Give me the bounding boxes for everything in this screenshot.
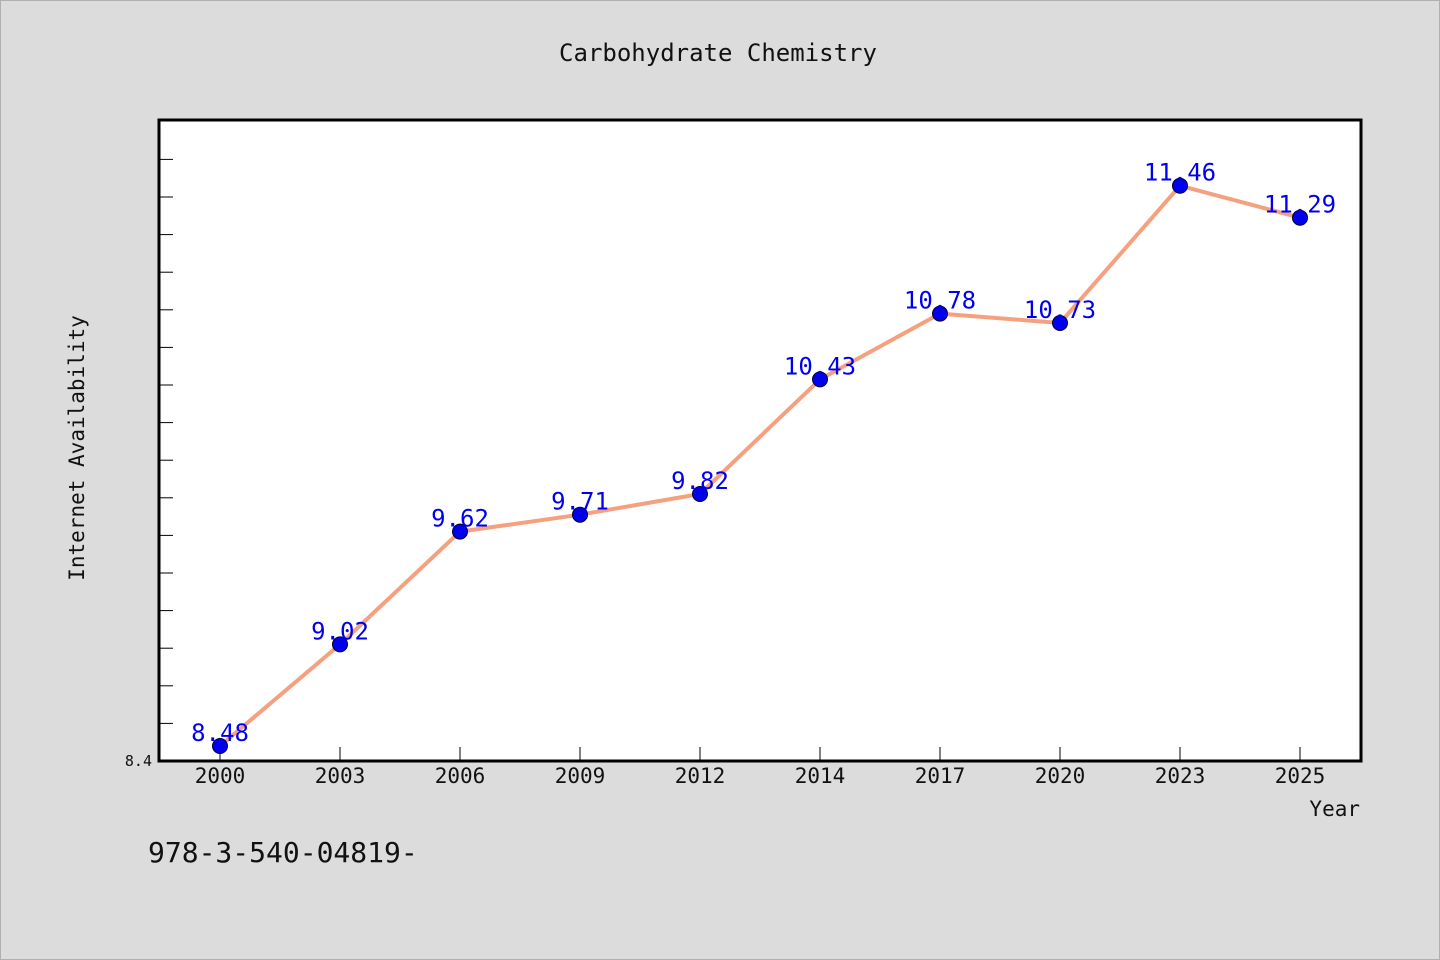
x-tick-label: 2009 — [555, 764, 606, 788]
y-axis-label: Internet Availability — [65, 315, 89, 581]
data-point — [332, 636, 348, 653]
data-label: 10.73 — [1024, 296, 1096, 324]
x-tick-label: 2020 — [1035, 764, 1086, 788]
data-point — [812, 371, 828, 388]
chart-title: Carbohydrate Chemistry — [559, 39, 877, 67]
data-label: 10.43 — [784, 352, 856, 380]
data-point — [452, 523, 468, 540]
plot-area — [159, 120, 1361, 761]
x-tick-label: 2003 — [315, 764, 366, 788]
x-tick-label: 2014 — [795, 764, 846, 788]
data-point — [1052, 315, 1068, 331]
data-label: 8.48 — [191, 719, 249, 747]
footer-code: 978-3-540-04819- — [148, 836, 418, 869]
x-tick-label: 2000 — [195, 764, 246, 788]
x-tick-label: 2025 — [1275, 764, 1326, 788]
x-tick-label: 2006 — [435, 764, 486, 788]
data-point — [1172, 177, 1188, 194]
data-label: 11.29 — [1264, 191, 1336, 219]
x-axis-label: Year — [1309, 797, 1360, 821]
data-label: 9.62 — [431, 505, 489, 533]
data-labels: 8.48 9.02 9.62 9.71 9.82 10.43 10.78 10.73 11.46… — [191, 159, 1336, 747]
x-axis-tick-labels: 2000 2003 2006 2009 2012 2014 2017 2020 2023 2025 — [195, 764, 1326, 788]
data-point — [692, 486, 708, 502]
data-label: 9.82 — [671, 467, 729, 495]
data-point — [1292, 209, 1308, 226]
series-line — [218, 183, 1301, 748]
y-tick-label: 8.4 — [125, 752, 152, 770]
data-label: 10.78 — [904, 287, 976, 315]
data-point — [572, 506, 588, 523]
x-tick-label: 2017 — [915, 764, 966, 788]
data-label: 9.02 — [311, 617, 369, 645]
plot-border — [157, 118, 1363, 763]
x-tick-label: 2012 — [675, 764, 726, 788]
y-axis-minor-ticks — [159, 158, 173, 724]
series-markers — [212, 177, 1308, 754]
data-point — [932, 305, 948, 322]
data-point — [212, 738, 228, 754]
data-label: 11.46 — [1144, 159, 1216, 187]
data-label: 9.71 — [551, 488, 609, 516]
x-tick-label: 2023 — [1155, 764, 1206, 788]
